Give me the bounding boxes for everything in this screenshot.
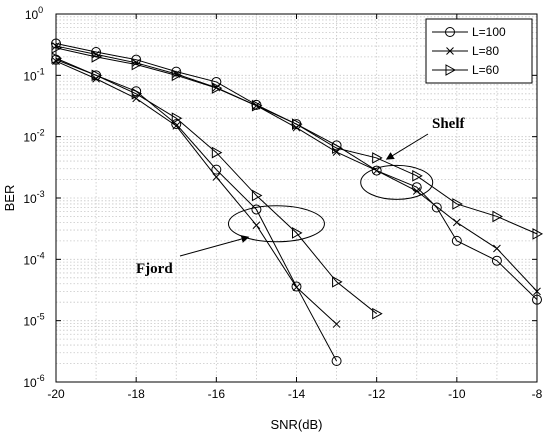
annotation-arrow-shelf: [385, 133, 429, 160]
x-axis-label: SNR(dB): [270, 417, 322, 432]
y-tick-label: 10-4: [23, 250, 44, 267]
x-tick-label: -20: [47, 387, 65, 401]
x-tick-label: -16: [208, 387, 226, 401]
data-point: [452, 198, 463, 210]
data-point: [491, 255, 502, 266]
data-point: [131, 58, 143, 71]
data-point: [332, 142, 343, 154]
y-tick-label: 10-2: [23, 128, 44, 145]
series-lines: [51, 38, 544, 366]
data-point: [331, 355, 342, 366]
data-point: [451, 235, 462, 246]
data-point: [372, 307, 383, 320]
annotations: Shelf Fjord: [136, 116, 466, 277]
y-tick-label: 10-5: [23, 312, 44, 329]
series-line-L60-shelf: [55, 47, 538, 235]
series-line-L100-shelf: [55, 43, 538, 301]
data-point: [412, 169, 423, 182]
annotation-label-shelf: Shelf: [432, 116, 466, 132]
data-point: [292, 118, 303, 130]
data-point: [171, 69, 183, 82]
legend-entry: L=80: [472, 44, 499, 58]
data-point: [212, 173, 221, 181]
annotation-ellipse-shelf: [360, 164, 434, 200]
legend-entry: L=100: [472, 25, 506, 39]
data-point: [251, 99, 263, 112]
y-tick-label: 10-3: [23, 189, 44, 206]
data-point: [251, 204, 262, 215]
x-tick-label: -18: [127, 387, 145, 401]
x-tick-label: -12: [368, 387, 386, 401]
data-point: [412, 187, 421, 195]
y-tick-label: 10-1: [23, 66, 44, 83]
x-tick-label: -10: [448, 387, 466, 401]
legend-marker: [445, 27, 455, 37]
data-point: [211, 164, 222, 175]
series-line-L100-fjord: [55, 59, 338, 362]
data-point: [371, 165, 382, 176]
legend-marker: [445, 64, 457, 76]
data-point: [172, 122, 181, 130]
data-point: [211, 82, 223, 94]
legend: L=100 L=80 L=60: [425, 18, 533, 84]
x-tick-label: -14: [288, 387, 306, 401]
y-axis-label: BER: [2, 185, 17, 212]
legend-entry: L=60: [472, 63, 499, 77]
axis-ticks: -20 -18 -16 -14 -12 -10 -8 100 10-1 10-2 10-3 10-4 1…: [23, 5, 542, 401]
data-point: [171, 119, 182, 130]
annotation-label-fjord: Fjord: [136, 261, 173, 277]
data-point: [372, 166, 381, 175]
x-tick-label: -8: [532, 387, 543, 401]
data-point: [431, 202, 442, 213]
data-point: [252, 221, 261, 230]
series-line-L60-fjord: [55, 57, 377, 315]
annotation-arrow-fjord: [179, 235, 250, 257]
data-point: [372, 152, 383, 164]
data-point: [332, 320, 341, 328]
data-point: [452, 218, 461, 227]
y-tick-label: 10-6: [23, 373, 44, 390]
data-point: [171, 112, 183, 125]
data-point: [91, 69, 103, 82]
data-point: [291, 281, 302, 292]
data-point: [91, 51, 103, 63]
data-point: [332, 275, 343, 288]
data-point: [131, 87, 143, 100]
data-point: [211, 76, 222, 87]
annotation-ellipse-fjord: [227, 205, 325, 243]
data-point: [211, 146, 223, 159]
data-point: [132, 94, 141, 103]
data-point: [292, 227, 303, 239]
data-point: [492, 210, 503, 223]
data-point: [251, 189, 263, 202]
data-point: [493, 244, 501, 253]
legend-marker: [446, 47, 454, 55]
series-line-L80-fjord: [55, 60, 337, 325]
data-point: [292, 283, 301, 292]
y-tick-label: 100: [25, 5, 43, 22]
